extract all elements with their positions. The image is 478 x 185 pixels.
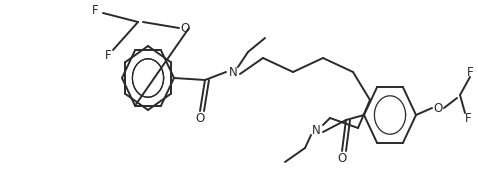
Text: O: O	[337, 152, 347, 164]
Text: F: F	[467, 65, 473, 78]
Text: N: N	[312, 124, 320, 137]
Text: F: F	[92, 4, 98, 16]
Text: F: F	[465, 112, 471, 125]
Text: O: O	[434, 102, 443, 115]
Text: N: N	[228, 65, 238, 78]
Text: F: F	[105, 48, 111, 61]
Text: O: O	[196, 112, 205, 125]
Text: O: O	[180, 21, 190, 34]
